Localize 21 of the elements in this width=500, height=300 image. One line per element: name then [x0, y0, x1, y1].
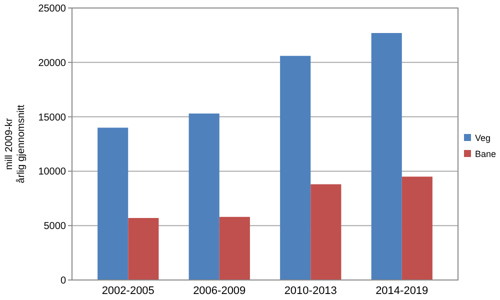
x-tick-label: 2006-2009	[193, 285, 246, 297]
bar	[128, 218, 159, 280]
y-axis-title: mill 2009-kr årlig gjennomsnitt	[4, 104, 27, 184]
legend-label: Bane	[475, 149, 496, 160]
bar	[402, 176, 432, 280]
y-tick-label: 5000	[44, 221, 66, 232]
y-tick-label: 20000	[38, 58, 66, 69]
y-tick-label: 0	[60, 276, 66, 286]
bar	[280, 56, 311, 280]
y-tick-label: 15000	[38, 112, 66, 124]
x-tick-label: 2010-2013	[284, 285, 337, 297]
x-tick-label: 2002-2005	[102, 285, 154, 297]
legend-label: Veg	[475, 133, 491, 144]
y-tick-label: 25000	[38, 4, 66, 14]
bar	[371, 33, 402, 280]
bar	[98, 128, 128, 280]
bar	[219, 216, 250, 280]
bar	[310, 184, 342, 280]
y-tick-label: 10000	[38, 166, 66, 178]
x-tick-label: 2014-2019	[376, 285, 428, 297]
bar	[188, 114, 220, 280]
